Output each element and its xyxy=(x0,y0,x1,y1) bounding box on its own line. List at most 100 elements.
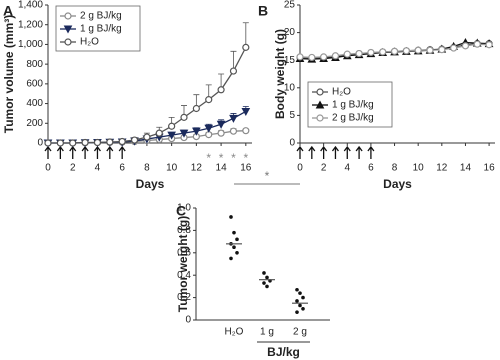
data-point xyxy=(301,307,305,311)
data-point xyxy=(56,139,64,147)
annotation: * xyxy=(243,151,248,165)
data-point xyxy=(265,275,269,280)
data-point xyxy=(143,133,151,141)
data-point xyxy=(295,299,299,303)
data-point xyxy=(450,44,458,52)
x-tick-label: 6 xyxy=(119,163,125,174)
y-tick-label: 1,200 xyxy=(18,19,43,30)
y-tick-label: 1,400 xyxy=(18,0,43,11)
data-point xyxy=(69,139,77,147)
y-tick-label: 200 xyxy=(26,118,43,129)
x-tick-label: 2 xyxy=(70,163,76,174)
x-axis-title: Days xyxy=(136,177,165,191)
data-point xyxy=(205,96,213,104)
data-point xyxy=(262,271,266,275)
x-tick-label: 2 g xyxy=(293,327,307,338)
data-point xyxy=(241,107,251,117)
annotation: * xyxy=(219,151,224,165)
x-tick-label: 14 xyxy=(460,163,472,174)
y-tick-label: 0.4 xyxy=(177,270,191,281)
x-tick-label: 12 xyxy=(436,163,448,174)
data-point xyxy=(229,215,233,219)
legend-label: H₂O xyxy=(80,37,99,48)
x-tick-label: 6 xyxy=(368,163,374,174)
data-point xyxy=(485,41,493,49)
data-point xyxy=(106,138,114,146)
x-axis-title: BJ/kg xyxy=(267,345,300,359)
data-point xyxy=(242,127,250,135)
panel-label: B xyxy=(258,3,268,19)
x-tick-label: 4 xyxy=(344,163,350,174)
dosing-arrow xyxy=(331,145,339,159)
dosing-arrow xyxy=(320,145,328,159)
data-point xyxy=(229,67,238,75)
data-point xyxy=(93,138,102,147)
data-point xyxy=(473,40,481,48)
y-tick-label: 1.0 xyxy=(177,203,191,214)
data-point xyxy=(167,131,176,140)
x-tick-label: 8 xyxy=(144,163,150,174)
y-tick-label: 0 xyxy=(289,138,295,149)
data-point xyxy=(426,46,434,54)
panel-label: C xyxy=(176,203,186,219)
data-point xyxy=(461,42,470,50)
series-line xyxy=(48,47,247,144)
dosing-arrow xyxy=(69,145,77,159)
data-point xyxy=(168,122,176,130)
y-tick-label: 400 xyxy=(26,98,43,109)
x-tick-label: 12 xyxy=(191,163,203,174)
data-point xyxy=(242,43,250,51)
x-tick-label: 4 xyxy=(95,163,101,174)
data-point xyxy=(204,124,214,133)
x-tick-label: 0 xyxy=(297,163,303,174)
annotation: * xyxy=(231,151,236,165)
data-point xyxy=(235,237,239,242)
dosing-arrow xyxy=(343,145,351,159)
dosing-arrow xyxy=(44,145,52,159)
data-point xyxy=(295,310,299,314)
data-point xyxy=(180,113,188,121)
data-point xyxy=(295,287,299,292)
y-tick-label: 5 xyxy=(289,110,295,121)
data-point xyxy=(355,49,363,58)
data-point xyxy=(414,46,422,54)
annotation: * xyxy=(206,151,211,165)
data-point xyxy=(229,256,233,261)
x-tick-label: 16 xyxy=(240,163,252,174)
data-point xyxy=(298,291,302,295)
legend-marker xyxy=(316,88,324,96)
y-axis-title: Tumor volume (mm³) xyxy=(2,15,16,133)
data-point xyxy=(229,114,238,123)
dosing-arrow xyxy=(93,145,101,159)
panel-label: A xyxy=(3,3,13,19)
dosing-arrow xyxy=(56,145,64,159)
data-point xyxy=(217,129,225,137)
dosing-arrow xyxy=(367,145,375,159)
data-point xyxy=(390,47,399,55)
legend-label: 1 g BJ/kg xyxy=(80,24,122,35)
data-point xyxy=(262,281,266,285)
data-point xyxy=(179,129,189,138)
x-tick-label: 10 xyxy=(166,163,178,174)
data-point xyxy=(320,53,328,61)
legend-marker xyxy=(63,25,73,34)
data-point xyxy=(331,52,340,60)
legend-marker xyxy=(315,100,325,109)
x-tick-label: 0 xyxy=(45,163,51,174)
data-point xyxy=(438,46,446,54)
legend-label: H₂O xyxy=(332,87,351,98)
legend-marker xyxy=(316,114,324,122)
legend-label: 2 g BJ/kg xyxy=(332,113,374,124)
dosing-arrow xyxy=(296,145,304,159)
x-tick-label: 10 xyxy=(413,163,425,174)
y-tick-label: 0 xyxy=(37,138,43,149)
y-axis-title: Body weight (g) xyxy=(273,29,287,119)
x-tick-label: H₂O xyxy=(225,327,244,338)
dosing-arrow xyxy=(81,145,89,159)
y-tick-label: 15 xyxy=(284,55,296,66)
data-point xyxy=(192,104,200,113)
y-tick-label: 0.8 xyxy=(177,225,191,236)
x-tick-label: 16 xyxy=(484,163,496,174)
data-point xyxy=(81,138,89,147)
